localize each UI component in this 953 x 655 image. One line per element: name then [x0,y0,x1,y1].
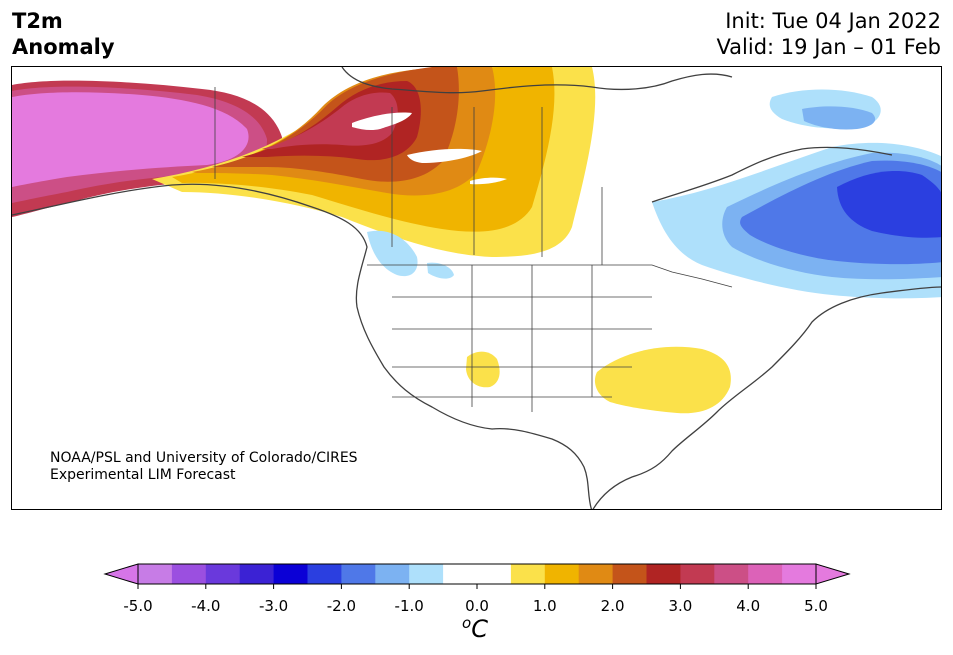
lake-athabasca [470,177,507,185]
colorbar-tick-label: 3.0 [668,597,693,615]
colorbar-segment [341,564,376,584]
colorbar-segment [138,564,173,584]
colorbar-min-arrow [103,563,139,585]
map-title: T2m Anomaly [12,8,115,60]
colorbar-max-arrow [815,563,851,585]
colorbar-segment [477,564,512,584]
colorbar-segment [273,564,308,584]
lake-great-bear [352,112,412,131]
colorbar-tick-label: 2.0 [600,597,625,615]
colorbar-segment [205,564,241,584]
anomaly-southeast-yellow [594,346,731,414]
colorbar-tick-label: -1.0 [394,597,424,615]
anomaly-east-blue4 [837,171,941,238]
map-panel: NOAA/PSL and University of Colorado/CIRE… [11,66,942,510]
anomaly-idaho-lightblue [427,262,454,279]
colorbar-segment [714,564,749,584]
colorbar-segment [443,564,478,584]
colorbar-svg [103,563,851,589]
credit-line-1: NOAA/PSL and University of Colorado/CIRE… [50,450,358,466]
field-label: Anomaly [12,35,115,59]
variable-label: T2m [12,9,63,33]
colorbar-segment [239,564,275,584]
coastlines [12,67,941,509]
colorbar-tick-label: 1.0 [532,597,557,615]
colorbar-tick-label: -4.0 [191,597,221,615]
colorbar-segment [307,564,342,584]
colorbar-tick-label: -3.0 [258,597,289,615]
anomaly-map [12,67,941,509]
colorbar-tick-label: 4.0 [736,597,761,615]
colorbar-segment [375,564,410,584]
anomaly-southwest-yellow [466,351,500,388]
colorbar-segment [171,564,207,584]
anomaly-canada-crimson [262,92,398,149]
colorbar-segment [612,564,647,584]
anomaly-alaska-core [12,92,249,187]
lake-great-slave [407,148,482,163]
valid-range: Valid: 19 Jan – 01 Feb [716,35,941,59]
unit-label: oC [462,614,488,643]
colorbar-segment [782,564,817,584]
colorbar-tick-label: -5.0 [123,597,153,615]
colorbar-segment [680,564,715,584]
map-credit: NOAA/PSL and University of Colorado/CIRE… [50,450,358,484]
colorbar-tick-label: -2.0 [326,597,357,615]
colorbar-segment [544,564,580,584]
colorbar-segment [409,564,444,584]
political-borders [214,87,733,412]
colorbar-segment [578,564,614,584]
credit-line-2: Experimental LIM Forecast [50,467,236,483]
colorbar-segment [646,564,681,584]
colorbar-segment [510,564,546,584]
forecast-dates: Init: Tue 04 Jan 2022 Valid: 19 Jan – 01… [716,8,941,60]
colorbar-tick-label: 0.0 [465,597,489,615]
init-date: Init: Tue 04 Jan 2022 [725,9,941,33]
anomaly-north-blue [802,106,876,130]
colorbar-segment [748,564,783,584]
colorbar-tick-label: 5.0 [804,597,828,615]
